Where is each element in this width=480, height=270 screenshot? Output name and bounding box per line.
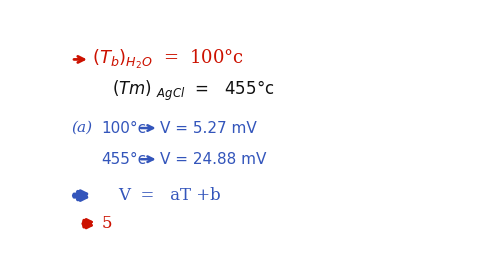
Text: V  =   aT +b: V = aT +b (118, 187, 220, 204)
Text: $(Tm)$ $_{AgCl}$  =   455°c: $(Tm)$ $_{AgCl}$ = 455°c (112, 79, 275, 103)
Text: 100°c: 100°c (101, 120, 146, 136)
Text: $(T_b)_{H_2O}$  =  100°c: $(T_b)_{H_2O}$ = 100°c (92, 48, 244, 71)
Text: 5: 5 (102, 215, 112, 232)
Text: V = 24.88 mV: V = 24.88 mV (160, 152, 267, 167)
Text: (a): (a) (71, 121, 92, 135)
Text: V = 5.27 mV: V = 5.27 mV (160, 120, 257, 136)
Text: 455°c: 455°c (101, 152, 146, 167)
